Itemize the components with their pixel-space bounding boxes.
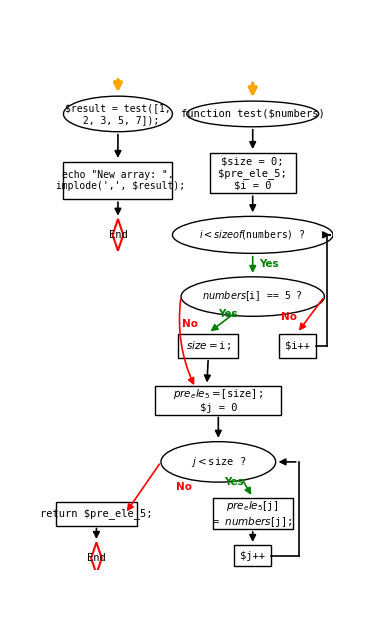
- Ellipse shape: [161, 442, 276, 482]
- Text: $pre_ele_5 = [$size];
$j = 0: $pre_ele_5 = [$size]; $j = 0: [173, 387, 263, 413]
- Text: No: No: [182, 319, 198, 329]
- FancyBboxPatch shape: [212, 499, 293, 529]
- Text: End: End: [87, 553, 106, 563]
- Ellipse shape: [172, 217, 333, 253]
- FancyBboxPatch shape: [210, 153, 296, 194]
- FancyBboxPatch shape: [56, 502, 137, 526]
- Text: $size = 0;
$pre_ele_5;
$i = 0: $size = 0; $pre_ele_5; $i = 0: [218, 156, 287, 190]
- Text: $numbers[$i] == 5 ?: $numbers[$i] == 5 ?: [202, 290, 303, 303]
- Text: echo "New array: ".
 implode(',', $result);: echo "New array: ". implode(',', $result…: [50, 170, 185, 192]
- Text: End: End: [108, 230, 127, 240]
- Ellipse shape: [187, 101, 319, 127]
- Polygon shape: [91, 542, 102, 574]
- FancyBboxPatch shape: [155, 386, 282, 415]
- Text: function test($numbers): function test($numbers): [181, 109, 324, 119]
- Text: No: No: [280, 312, 296, 322]
- Text: return $pre_ele_5;: return $pre_ele_5;: [40, 508, 153, 519]
- Text: No: No: [176, 481, 192, 492]
- Text: $i++: $i++: [285, 341, 310, 351]
- Text: Yes: Yes: [224, 477, 244, 487]
- FancyBboxPatch shape: [279, 334, 316, 358]
- Ellipse shape: [64, 96, 172, 131]
- FancyBboxPatch shape: [234, 545, 271, 566]
- FancyBboxPatch shape: [64, 162, 172, 199]
- Polygon shape: [112, 219, 123, 251]
- FancyBboxPatch shape: [178, 334, 238, 358]
- Text: $i < sizeof($numbers) ?: $i < sizeof($numbers) ?: [199, 228, 306, 242]
- Ellipse shape: [181, 277, 324, 316]
- Text: $size = $i;: $size = $i;: [186, 340, 231, 353]
- Text: Yes: Yes: [259, 260, 278, 269]
- Text: $j < $size ?: $j < $size ?: [191, 455, 246, 469]
- Text: $j++: $j++: [240, 551, 265, 561]
- Text: Yes: Yes: [219, 309, 238, 319]
- Text: $pre_ele_5[$j]
= $numbers[$j];: $pre_ele_5[$j] = $numbers[$j];: [212, 499, 293, 529]
- Text: $result = test([1,
 2, 3, 5, 7]);: $result = test([1, 2, 3, 5, 7]);: [65, 103, 171, 125]
